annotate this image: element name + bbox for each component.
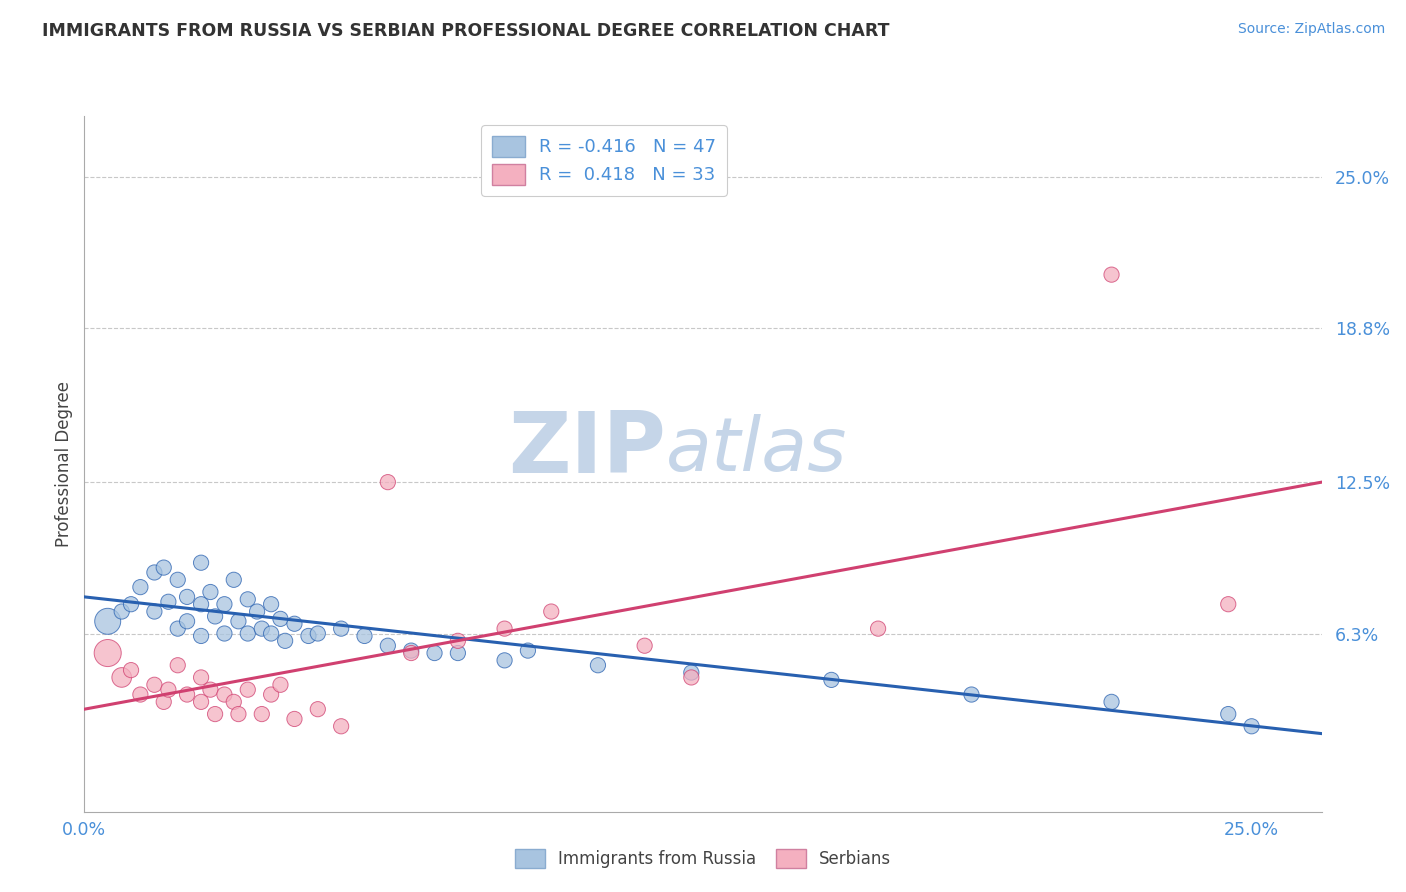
Point xyxy=(190,695,212,709)
Point xyxy=(274,633,297,648)
Point xyxy=(222,695,245,709)
Point xyxy=(399,643,422,657)
Point xyxy=(681,670,703,684)
Legend: Immigrants from Russia, Serbians: Immigrants from Russia, Serbians xyxy=(508,843,898,875)
Point xyxy=(260,688,283,702)
Point xyxy=(111,605,134,619)
Point xyxy=(633,639,655,653)
Point xyxy=(820,673,842,687)
Point xyxy=(204,707,226,722)
Point xyxy=(214,626,236,640)
Point xyxy=(377,639,399,653)
Point xyxy=(190,629,212,643)
Point xyxy=(246,605,269,619)
Point xyxy=(214,688,236,702)
Point xyxy=(152,560,174,574)
Point xyxy=(200,682,222,697)
Point xyxy=(586,658,609,673)
Point xyxy=(228,615,250,629)
Point xyxy=(143,605,166,619)
Point xyxy=(228,707,250,722)
Point xyxy=(516,643,538,657)
Point xyxy=(152,695,174,709)
Point xyxy=(157,595,180,609)
Point xyxy=(307,702,329,716)
Text: IMMIGRANTS FROM RUSSIA VS SERBIAN PROFESSIONAL DEGREE CORRELATION CHART: IMMIGRANTS FROM RUSSIA VS SERBIAN PROFES… xyxy=(42,22,890,40)
Point xyxy=(1101,268,1123,282)
Point xyxy=(176,590,198,604)
Text: atlas: atlas xyxy=(666,414,848,486)
Point xyxy=(120,597,142,611)
Point xyxy=(166,573,188,587)
Point xyxy=(190,556,212,570)
Point xyxy=(307,626,329,640)
Legend: R = -0.416   N = 47, R =  0.418   N = 33: R = -0.416 N = 47, R = 0.418 N = 33 xyxy=(481,125,727,195)
Point xyxy=(868,622,890,636)
Point xyxy=(447,633,470,648)
Point xyxy=(250,707,273,722)
Point xyxy=(190,597,212,611)
Text: Source: ZipAtlas.com: Source: ZipAtlas.com xyxy=(1237,22,1385,37)
Point xyxy=(143,566,166,580)
Point xyxy=(269,612,291,626)
Point xyxy=(176,688,198,702)
Point xyxy=(330,719,353,733)
Point xyxy=(1101,695,1123,709)
Point xyxy=(960,688,983,702)
Point xyxy=(166,658,188,673)
Point xyxy=(283,616,305,631)
Point xyxy=(1240,719,1263,733)
Point xyxy=(176,615,198,629)
Point xyxy=(377,475,399,490)
Point xyxy=(222,573,245,587)
Point xyxy=(250,622,273,636)
Point xyxy=(129,580,152,594)
Point xyxy=(120,663,142,677)
Point xyxy=(681,665,703,680)
Y-axis label: Professional Degree: Professional Degree xyxy=(55,381,73,547)
Point xyxy=(399,646,422,660)
Point xyxy=(236,626,259,640)
Point xyxy=(297,629,319,643)
Point xyxy=(157,682,180,697)
Point xyxy=(200,585,222,599)
Text: ZIP: ZIP xyxy=(508,409,666,491)
Point xyxy=(236,682,259,697)
Point xyxy=(129,688,152,702)
Point xyxy=(269,678,291,692)
Point xyxy=(260,626,283,640)
Point xyxy=(143,678,166,692)
Point xyxy=(330,622,353,636)
Point xyxy=(447,646,470,660)
Point xyxy=(204,609,226,624)
Point xyxy=(111,670,134,684)
Point xyxy=(494,622,516,636)
Point xyxy=(1218,597,1240,611)
Point xyxy=(97,646,120,660)
Point xyxy=(190,670,212,684)
Point xyxy=(214,597,236,611)
Point xyxy=(540,605,562,619)
Point xyxy=(494,653,516,667)
Point xyxy=(236,592,259,607)
Point xyxy=(166,622,188,636)
Point xyxy=(1218,707,1240,722)
Point xyxy=(423,646,446,660)
Point xyxy=(260,597,283,611)
Point xyxy=(97,615,120,629)
Point xyxy=(283,712,305,726)
Point xyxy=(353,629,375,643)
